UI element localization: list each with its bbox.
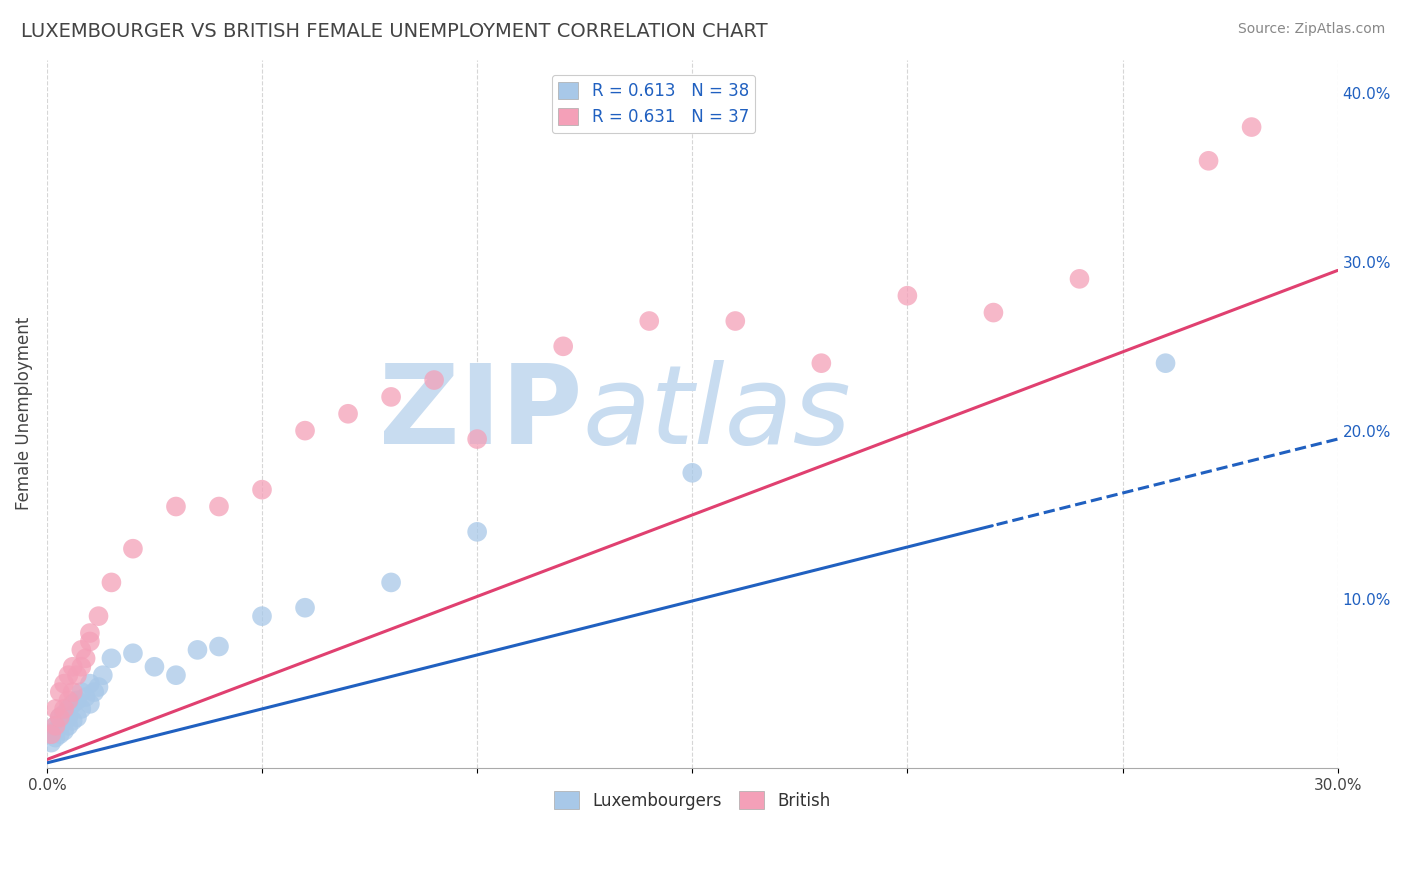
Point — [58, 710, 80, 724]
Point — [186, 643, 208, 657]
Point — [53, 706, 76, 721]
Point — [380, 390, 402, 404]
Point — [294, 600, 316, 615]
Point — [53, 723, 76, 738]
Point — [250, 483, 273, 497]
Point — [638, 314, 661, 328]
Point — [983, 305, 1005, 319]
Point — [1198, 153, 1220, 168]
Point — [44, 731, 66, 745]
Point — [44, 719, 66, 733]
Point — [58, 693, 80, 707]
Point — [294, 424, 316, 438]
Point — [49, 727, 72, 741]
Point — [1069, 272, 1091, 286]
Point — [39, 727, 62, 741]
Point — [58, 668, 80, 682]
Point — [70, 702, 93, 716]
Point — [100, 575, 122, 590]
Point — [91, 668, 114, 682]
Point — [49, 719, 72, 733]
Point — [44, 723, 66, 738]
Point — [208, 640, 231, 654]
Point — [79, 634, 101, 648]
Y-axis label: Female Unemployment: Female Unemployment — [15, 318, 32, 510]
Point — [87, 680, 110, 694]
Point — [465, 524, 488, 539]
Point — [39, 727, 62, 741]
Point — [681, 466, 703, 480]
Point — [58, 719, 80, 733]
Point — [79, 626, 101, 640]
Point — [122, 541, 145, 556]
Point — [66, 710, 89, 724]
Point — [70, 643, 93, 657]
Point — [553, 339, 575, 353]
Point — [337, 407, 360, 421]
Point — [810, 356, 832, 370]
Point — [75, 690, 97, 705]
Point — [62, 685, 84, 699]
Point — [53, 676, 76, 690]
Point — [165, 668, 187, 682]
Point — [87, 609, 110, 624]
Point — [44, 719, 66, 733]
Point — [100, 651, 122, 665]
Text: atlas: atlas — [582, 360, 851, 467]
Point — [380, 575, 402, 590]
Point — [423, 373, 446, 387]
Point — [53, 702, 76, 716]
Point — [1154, 356, 1177, 370]
Point — [75, 651, 97, 665]
Point — [58, 702, 80, 716]
Point — [896, 289, 918, 303]
Point — [62, 659, 84, 673]
Point — [49, 685, 72, 699]
Point — [49, 710, 72, 724]
Point — [62, 697, 84, 711]
Point — [49, 710, 72, 724]
Point — [70, 659, 93, 673]
Point — [70, 685, 93, 699]
Point — [1240, 120, 1263, 134]
Point — [250, 609, 273, 624]
Point — [208, 500, 231, 514]
Text: ZIP: ZIP — [380, 360, 582, 467]
Point — [122, 646, 145, 660]
Point — [66, 668, 89, 682]
Point — [79, 697, 101, 711]
Point — [143, 659, 166, 673]
Text: LUXEMBOURGER VS BRITISH FEMALE UNEMPLOYMENT CORRELATION CHART: LUXEMBOURGER VS BRITISH FEMALE UNEMPLOYM… — [21, 22, 768, 41]
Point — [724, 314, 747, 328]
Point — [39, 736, 62, 750]
Legend: Luxembourgers, British: Luxembourgers, British — [547, 785, 837, 816]
Point — [66, 693, 89, 707]
Point — [44, 702, 66, 716]
Text: Source: ZipAtlas.com: Source: ZipAtlas.com — [1237, 22, 1385, 37]
Point — [79, 676, 101, 690]
Point — [62, 714, 84, 728]
Point — [53, 714, 76, 728]
Point — [165, 500, 187, 514]
Point — [465, 432, 488, 446]
Point — [83, 685, 105, 699]
